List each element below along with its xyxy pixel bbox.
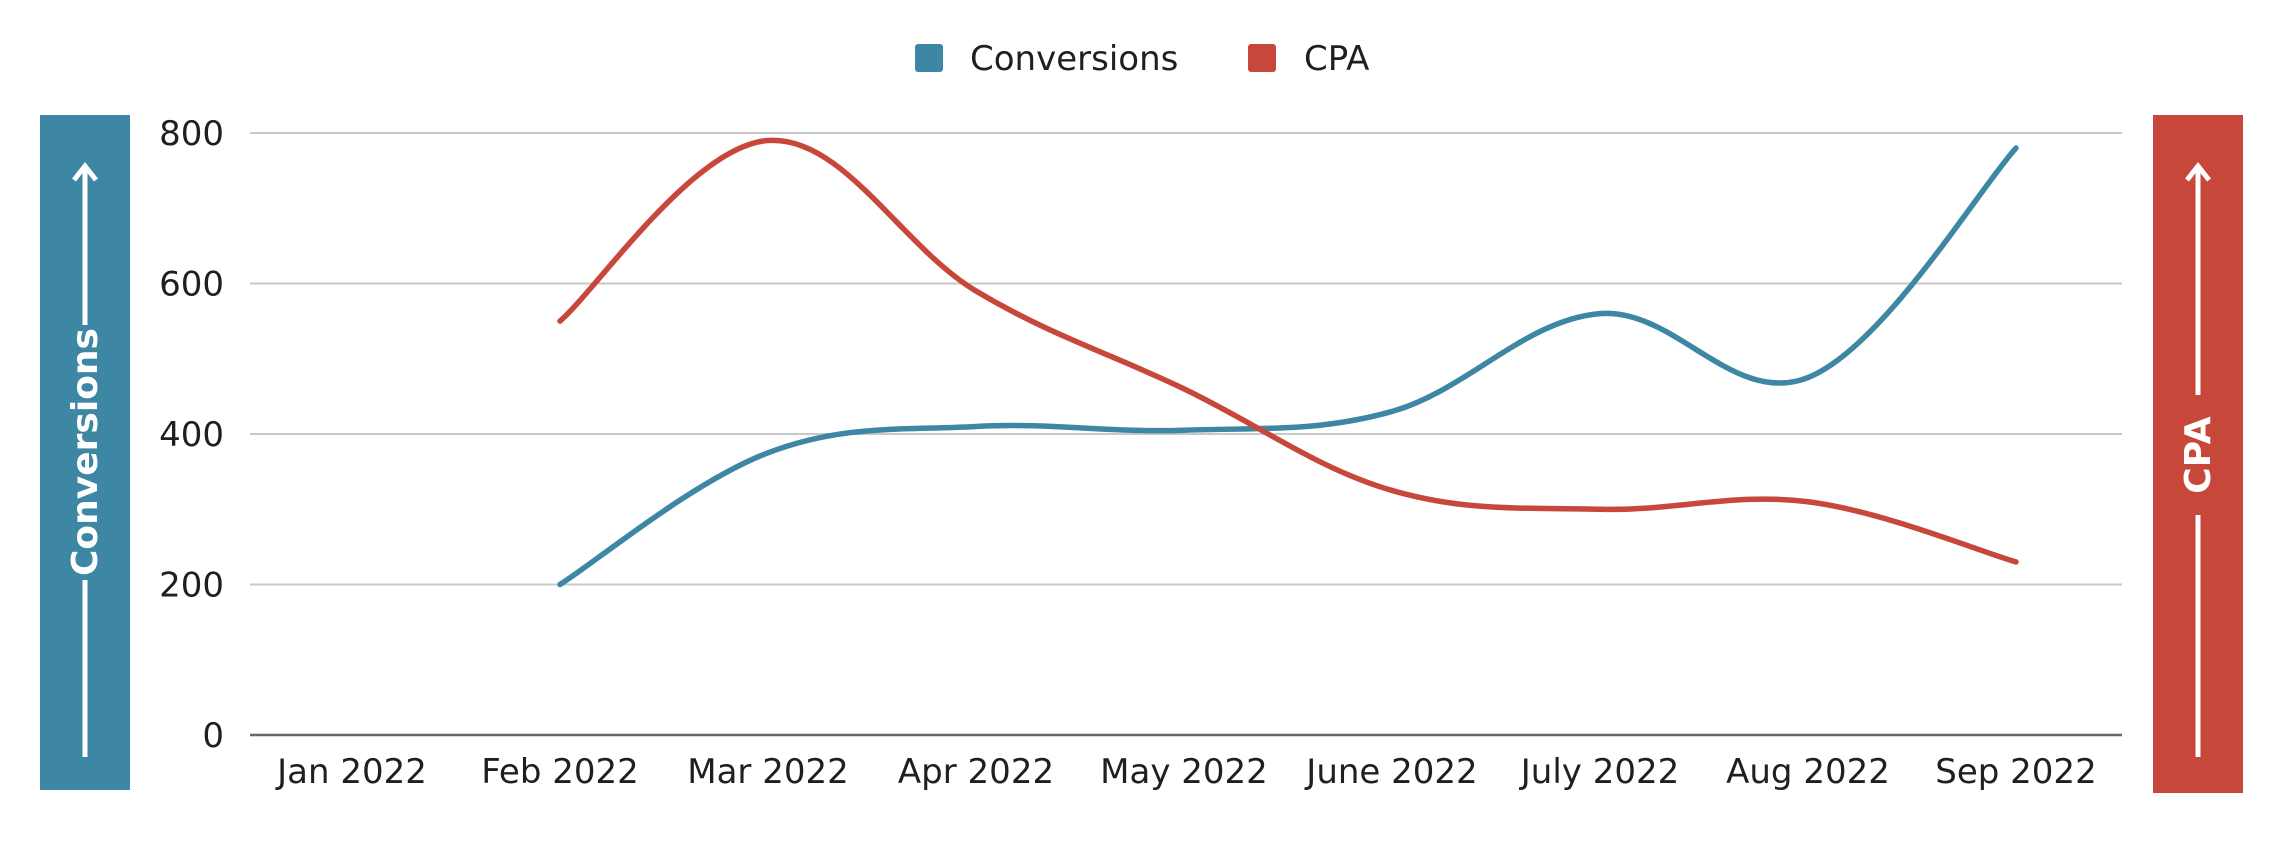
gridlines xyxy=(250,132,2122,737)
x-tick-label: Aug 2022 xyxy=(1726,752,1890,792)
legend-label-conversions: Conversions xyxy=(970,39,1178,79)
x-tick-label: Jan 2022 xyxy=(275,752,427,792)
y-tick-label: 0 xyxy=(202,716,224,756)
x-tick-label: Sep 2022 xyxy=(1935,752,2096,792)
legend-swatch-cpa xyxy=(1248,44,1276,72)
y-tick-label: 400 xyxy=(159,415,224,455)
x-tick-label: July 2022 xyxy=(1519,752,1679,792)
right-axis-arrow-head-icon xyxy=(2185,161,2211,182)
right-axis-title: CPA xyxy=(2178,416,2219,494)
left-axis-title-band: Conversions xyxy=(40,115,130,790)
x-tick-label: June 2022 xyxy=(1304,752,1477,792)
y-tick-label: 600 xyxy=(159,265,224,305)
right-axis-title-band: CPA xyxy=(2153,115,2243,793)
y-axis-ticks: 0 200 400 600 800 xyxy=(159,114,224,756)
series-line-cpa xyxy=(557,137,2019,565)
series-line-conversions xyxy=(557,145,2019,588)
x-tick-label: May 2022 xyxy=(1100,752,1268,792)
series-lines xyxy=(557,137,2019,588)
legend-swatch-conversions xyxy=(915,44,943,72)
left-axis-arrow-head-icon xyxy=(72,161,98,182)
legend: Conversions CPA xyxy=(915,39,1369,79)
left-axis-title: Conversions xyxy=(65,328,106,576)
y-tick-label: 200 xyxy=(159,566,224,606)
x-axis-ticks: Jan 2022 Feb 2022 Mar 2022 Apr 2022 May 2022… xyxy=(275,752,2097,792)
x-tick-label: Apr 2022 xyxy=(898,752,1054,792)
legend-label-cpa: CPA xyxy=(1304,39,1369,79)
x-tick-label: Mar 2022 xyxy=(687,752,848,792)
y-tick-label: 800 xyxy=(159,114,224,154)
x-tick-label: Feb 2022 xyxy=(481,752,639,792)
